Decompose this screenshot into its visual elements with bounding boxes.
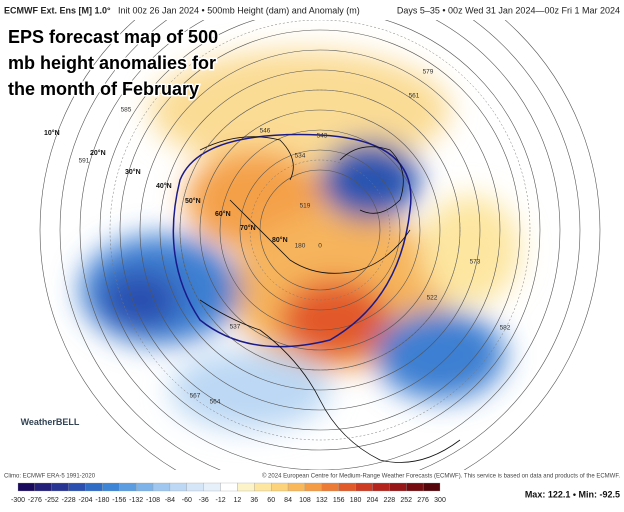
contour-label: 585 xyxy=(121,107,132,114)
contour-labels: 579 561 546 543 534 519 180 0 537 564 567 573 582 585… xyxy=(79,69,511,406)
colorbar-label: -276 xyxy=(28,497,42,504)
header-valid: Days 5–35 • 00z Wed 31 Jan 2024—00z Fri … xyxy=(397,5,620,15)
contour-label: 567 xyxy=(190,393,201,400)
colorbar-segment xyxy=(51,482,69,492)
colorbar-segment xyxy=(422,482,441,492)
contour-label: 519 xyxy=(300,203,311,210)
colorbar-label: 60 xyxy=(267,497,275,504)
colorbar-label: 132 xyxy=(316,497,328,504)
contour-label: 180 xyxy=(295,243,306,250)
climo-note: Climo: ECMWF ERA-5 1991-2020 xyxy=(4,474,96,480)
colorbar-segment xyxy=(338,482,356,492)
latitude-label: 70°N xyxy=(240,224,256,232)
overlay-title-line: mb height anomalies for xyxy=(8,53,216,73)
contour-label: 546 xyxy=(260,128,271,135)
colorbar-label: -252 xyxy=(45,497,59,504)
colorbar-segment xyxy=(68,482,86,492)
colorbar-segment xyxy=(203,482,221,492)
colorbar-label: -36 xyxy=(199,497,209,504)
colorbar-segment xyxy=(119,482,137,492)
colorbar-segment xyxy=(34,482,52,492)
colorbar-label: 156 xyxy=(333,497,345,504)
colorbar-label: 252 xyxy=(400,497,412,504)
colorbar-label: 276 xyxy=(417,497,429,504)
colorbar-segment xyxy=(85,482,103,492)
latitude-label: 50°N xyxy=(185,197,201,205)
colorbar-segment xyxy=(406,482,424,492)
contour-label: 582 xyxy=(500,325,511,332)
latitude-label: 20°N xyxy=(90,149,106,157)
colorbar-label: 204 xyxy=(367,497,379,504)
colorbar-label: -84 xyxy=(165,497,175,504)
colorbar-segment xyxy=(136,482,154,492)
colorbar-segment xyxy=(304,482,322,492)
colorbar-segment xyxy=(287,482,306,492)
colorbar-label: -60 xyxy=(182,497,192,504)
colorbar-label: 300 xyxy=(434,497,446,504)
latitude-labels: 10°N 20°N 30°N 40°N 50°N 60°N 70°N 80°N xyxy=(44,129,288,244)
colorbar-label: -204 xyxy=(79,497,93,504)
contour-label: 0 xyxy=(318,243,322,250)
header-title: ECMWF Ext. Ens [M] 1.0° xyxy=(4,5,111,15)
colorbar-segment xyxy=(321,482,339,492)
colorbar-label: -228 xyxy=(62,497,76,504)
latitude-label: 30°N xyxy=(125,168,141,176)
anomaly-field xyxy=(80,50,520,430)
colorbar-segment xyxy=(389,482,407,492)
graticule xyxy=(109,20,531,441)
colorbar-segment xyxy=(372,482,390,492)
colorbar-segment xyxy=(271,482,289,492)
latitude-label: 60°N xyxy=(215,210,231,218)
coastlines xyxy=(199,136,461,463)
colorbar-label: 108 xyxy=(299,497,311,504)
colorbar-segment xyxy=(186,482,204,492)
colorbar-label: -108 xyxy=(146,497,160,504)
header-subtitle: Init 00z 26 Jan 2024 • 500mb Height (dam… xyxy=(118,5,360,15)
overlay-title-line: the month of February xyxy=(8,79,199,99)
colorbar-label: -12 xyxy=(215,497,225,504)
contour-label: 543 xyxy=(317,133,328,140)
logo: WeatherBELL xyxy=(21,417,80,427)
colorbar-label: 228 xyxy=(384,497,396,504)
overlay-title-line: EPS forecast map of 500 xyxy=(8,27,218,47)
colorbar-label: -180 xyxy=(95,497,109,504)
latitude-label: 40°N xyxy=(156,182,172,190)
highlight-contour xyxy=(172,133,412,348)
colorbar-label: -156 xyxy=(112,497,126,504)
colorbar-segment xyxy=(152,482,171,492)
colorbar-segment xyxy=(355,482,373,492)
latitude-label: 10°N xyxy=(44,129,60,137)
colorbar-segment xyxy=(237,482,255,492)
contour-label: 534 xyxy=(295,153,306,160)
contour-label: 579 xyxy=(423,69,434,76)
latitude-label: 80°N xyxy=(272,236,288,244)
contour-label: 573 xyxy=(470,259,481,266)
colorbar-label: 36 xyxy=(250,497,258,504)
colorbar: -300 -276 -252 -228 -204 -180 -156 -132 -108 -84-… xyxy=(11,482,446,504)
contour-label: 561 xyxy=(409,93,420,100)
colorbar-segment xyxy=(169,482,187,492)
colorbar-label: 84 xyxy=(284,497,292,504)
contour-label: 564 xyxy=(210,399,221,406)
colorbar-segment xyxy=(17,482,36,492)
stats: Max: 122.1 • Min: -92.5 xyxy=(525,489,620,499)
colorbar-segment xyxy=(254,482,272,492)
colorbar-label: 180 xyxy=(350,497,362,504)
height-contours xyxy=(39,20,601,470)
contour-label: 591 xyxy=(79,158,90,165)
colorbar-label: -132 xyxy=(129,497,143,504)
colorbar-segment xyxy=(102,482,120,492)
colorbar-label: -300 xyxy=(11,497,25,504)
colorbar-label: 12 xyxy=(234,497,242,504)
colorbar-segment xyxy=(220,482,238,492)
contour-label: 522 xyxy=(427,295,438,302)
contour-label: 537 xyxy=(230,324,241,331)
copyright: © 2024 European Centre for Medium-Range … xyxy=(262,473,620,480)
